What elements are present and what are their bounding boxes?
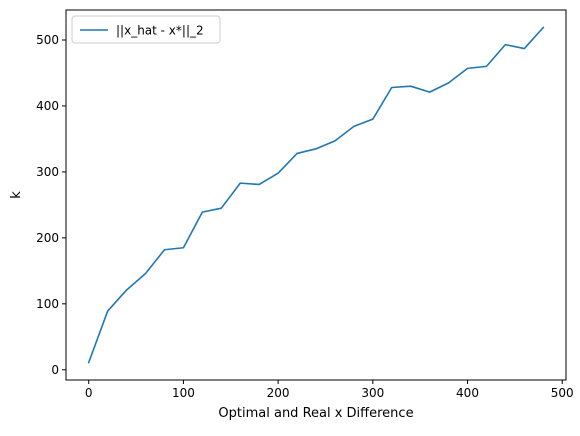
x-tick-label: 200 bbox=[267, 386, 290, 400]
plot-frame bbox=[65, 9, 567, 381]
legend-label: ||x_hat - x*||_2 bbox=[116, 24, 204, 38]
y-tick-label: 200 bbox=[36, 231, 59, 245]
y-tick-label: 100 bbox=[36, 297, 59, 311]
x-tick-label: 0 bbox=[85, 386, 93, 400]
legend: ||x_hat - x*||_2 bbox=[71, 15, 221, 44]
y-tick-label: 400 bbox=[36, 99, 59, 113]
y-tick-label: 0 bbox=[51, 363, 59, 377]
x-tick-label: 300 bbox=[361, 386, 384, 400]
y-tick-label: 300 bbox=[36, 165, 59, 179]
x-tick-label: 100 bbox=[172, 386, 195, 400]
y-tick-label: 500 bbox=[36, 33, 59, 47]
x-tick-label: 400 bbox=[456, 386, 479, 400]
legend-box bbox=[71, 15, 221, 44]
y-axis-ticks: 0 100 200 300 400 500 bbox=[36, 33, 66, 377]
x-tick-label: 500 bbox=[551, 386, 574, 400]
x-axis-ticks: 0 100 200 300 400 500 bbox=[85, 380, 574, 400]
plot-area bbox=[87, 26, 545, 364]
series-line-0 bbox=[87, 26, 545, 364]
y-axis-label: k bbox=[9, 191, 24, 199]
x-axis-label: Optimal and Real x Difference bbox=[218, 406, 413, 421]
